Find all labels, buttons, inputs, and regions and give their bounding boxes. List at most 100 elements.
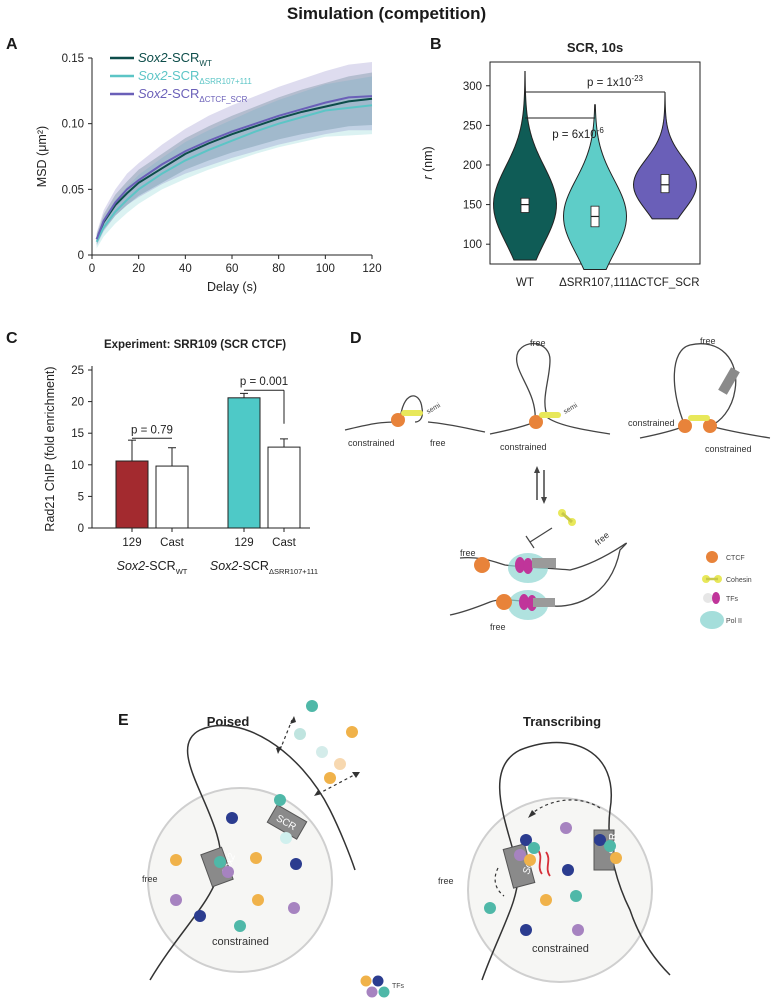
bar-3 <box>267 446 301 529</box>
x-tick-label: 100 <box>316 263 335 275</box>
legend-ctcf: CTCF <box>726 555 745 562</box>
constrained-label-transcribing: constrained <box>532 943 589 955</box>
gene-box <box>718 367 740 395</box>
x-tick-label: WT <box>516 277 534 289</box>
x-tick-label: 80 <box>272 263 285 275</box>
violin-2 <box>633 93 697 220</box>
y-axis-label: r (nm) <box>421 146 435 179</box>
x-tick-label: ΔSRR107,111 <box>559 277 631 289</box>
loop-state-3: free constrained constrained <box>628 336 771 454</box>
x-tick-label: 120 <box>362 263 381 275</box>
y-tick-label: 20 <box>71 397 84 409</box>
msd-line-2 <box>95 95 373 240</box>
panel-label-a: A <box>6 36 18 53</box>
legend-label-2: Sox2-SCRΔCTCF_SCR <box>138 86 248 104</box>
x-tick-label: 0 <box>89 263 95 275</box>
msd-line-0 <box>95 97 373 240</box>
y-tick-label: 300 <box>463 81 482 93</box>
x-tick-label: Cast <box>160 537 184 549</box>
legend-pol2: Pol II <box>726 618 742 625</box>
legend-d: CTCF Cohesin TFs Pol II <box>700 551 752 629</box>
msd-band-0 <box>96 72 373 245</box>
violin-chart: SCR, 10s 100 150 200 250 300 r (nm) WT ΔSRR107,1… <box>421 40 701 289</box>
poised-tfs <box>170 700 358 932</box>
y-tick-label: 15 <box>71 428 84 440</box>
y-tick-label: 25 <box>71 365 84 377</box>
transcribing-title: Transcribing <box>523 714 601 729</box>
free-label-1: free <box>430 438 446 448</box>
equilibrium-arrows <box>534 466 547 504</box>
free-label-6: free <box>490 622 506 632</box>
free-label-5: free <box>593 530 611 548</box>
legend-label-0: Sox2-SCRWT <box>138 50 212 68</box>
violin-0 <box>493 71 557 261</box>
panel-label-b: B <box>430 36 442 53</box>
sig-label-0: p = 0.79 <box>131 424 173 436</box>
x-tick-label: 129 <box>234 537 253 549</box>
y-tick-label: 10 <box>71 460 84 472</box>
violin-1 <box>563 104 627 271</box>
y-tick-label: 200 <box>463 160 482 172</box>
x-tick-label: 60 <box>226 263 239 275</box>
free-label-4: free <box>460 548 476 558</box>
sig-label-1: p = 1x10-23 <box>587 74 644 89</box>
y-axis-label: MSD (μm²) <box>35 126 49 187</box>
bar-0 <box>115 460 149 529</box>
chart-title: SCR, 10s <box>567 40 623 55</box>
group-label-1: Sox2-SCRΔSRR107+111 <box>210 559 318 576</box>
pol2-legend-icon <box>700 611 724 629</box>
constrained-label-poised: constrained <box>212 936 269 948</box>
box-0 <box>520 197 530 213</box>
ctcf-legend-icon <box>706 551 718 563</box>
y-tick-label: 100 <box>463 239 482 251</box>
cohesin-inhibition <box>525 509 576 549</box>
panel-label-d: D <box>350 330 362 347</box>
bar-1 <box>155 465 189 529</box>
scr-box-poised <box>266 804 308 840</box>
cohesin-icon <box>539 412 561 418</box>
y-tick-label: 0.05 <box>62 184 84 196</box>
panel-label-c: C <box>6 330 18 347</box>
free-label-transcribing: free <box>438 876 454 886</box>
semi-label-2: semi <box>563 402 580 416</box>
ctcf-icon <box>529 415 543 429</box>
legend-tfs: TFs <box>726 596 739 603</box>
y-tick-label: 0 <box>78 523 84 535</box>
tfs-legend: TFs <box>360 975 405 998</box>
legend-cohesin: Cohesin <box>726 577 752 584</box>
y-tick-label: 5 <box>78 491 84 503</box>
free-label-3: free <box>700 336 716 346</box>
semi-label: semi <box>426 402 443 416</box>
transcription-hub: free free free <box>449 530 627 632</box>
rad21-bar-chart: Experiment: SRR109 (SCR CTCF) 0 5 10 15 20 25 R… <box>43 339 318 576</box>
ctcf-icon <box>678 419 692 433</box>
sig-label-0: p = 6x10-6 <box>552 126 604 141</box>
constrained-label-3b: constrained <box>705 444 752 454</box>
constrained-label-2: constrained <box>500 442 547 452</box>
msd-line-1 <box>95 104 373 243</box>
x-tick-label: Cast <box>272 537 296 549</box>
panel-label-e: E <box>118 712 129 729</box>
y-tick-label: 0.15 <box>62 53 84 65</box>
constrained-label-3a: constrained <box>628 418 675 428</box>
cohesin-icon <box>401 410 423 416</box>
loop-state-1: semi constrained free <box>344 395 486 448</box>
group-label-0: Sox2-SCRWT <box>117 559 188 576</box>
sig-label-1: p = 0.001 <box>240 376 288 388</box>
bar-2 <box>227 397 261 529</box>
msd-chart: 0 20 40 60 80 100 120 0 0.05 0.10 0.15 Delay (s) MSD… <box>35 50 382 294</box>
loop-state-2: semi free constrained <box>489 338 611 452</box>
legend-label-1: Sox2-SCRΔSRR107+111 <box>138 68 252 86</box>
y-tick-label: 0 <box>78 250 84 262</box>
exchange-arrows <box>276 716 360 796</box>
free-label-poised: free <box>142 874 158 884</box>
figure-title: Simulation (competition) <box>286 4 487 23</box>
box-2 <box>660 174 670 194</box>
constrained-label-1: constrained <box>348 438 395 448</box>
cohesin-icon <box>688 415 710 421</box>
y-tick-label: 0.10 <box>62 119 84 131</box>
ctcf-icon <box>391 413 405 427</box>
chart-title: Experiment: SRR109 (SCR CTCF) <box>104 339 286 351</box>
x-tick-label: 129 <box>122 537 141 549</box>
ctcf-icon <box>703 419 717 433</box>
